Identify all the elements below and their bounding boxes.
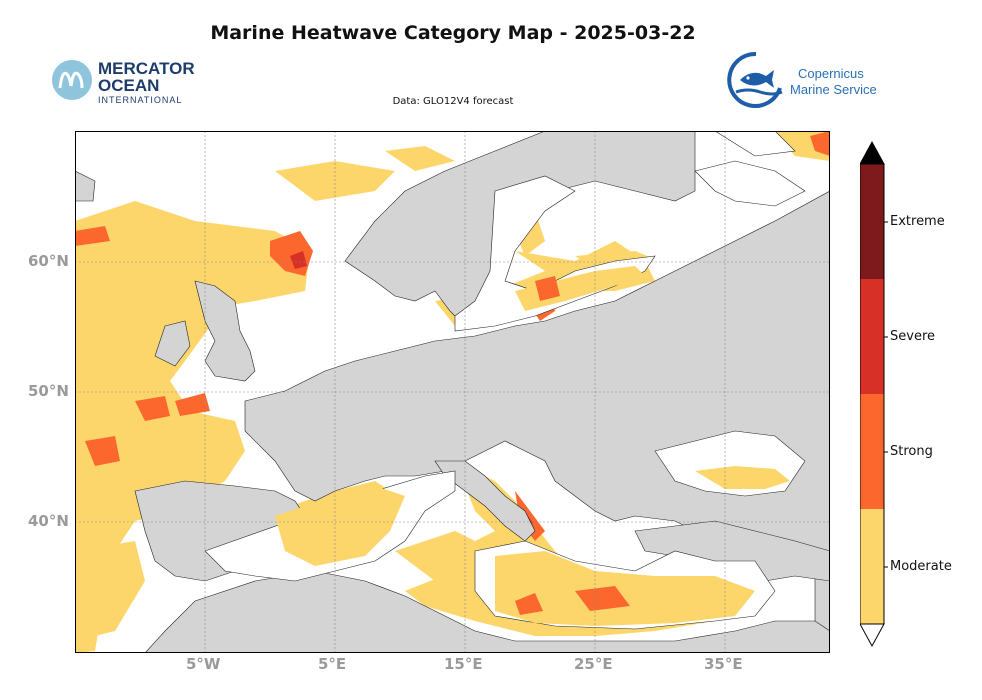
mercator-m-icon: [52, 60, 92, 100]
mercator-line1: MERCATOR: [98, 59, 195, 78]
colorbar-over-triangle: [859, 140, 885, 165]
map-title: Marine Heatwave Category Map - 2025-03-2…: [210, 22, 696, 44]
colorbar-severe: [860, 279, 884, 394]
heatwave-map: [74, 130, 831, 654]
colorbar-label-strong: Strong: [890, 444, 933, 459]
colorbar-moderate: [860, 509, 884, 624]
colorbar-label-moderate: Moderate: [890, 559, 952, 574]
lat-label-40n: 40°N: [28, 512, 69, 530]
map-frame: [75, 131, 830, 653]
copernicus-line1: Copernicus: [798, 66, 864, 81]
colorbar-label-extreme: Extreme: [890, 214, 945, 229]
mercator-ocean-logo: MERCATOR OCEAN INTERNATIONAL: [50, 56, 210, 106]
lat-label-50n: 50°N: [28, 382, 69, 400]
colorbar-under-triangle: [859, 623, 885, 648]
map-gridlines: [75, 131, 830, 653]
land-masses: [74, 130, 831, 654]
colorbar-label-severe: Severe: [890, 329, 935, 344]
copernicus-line2: Marine Service: [790, 82, 877, 97]
heatwave-overlay-med: [275, 266, 790, 626]
mercator-line2: OCEAN: [98, 76, 159, 95]
copernicus-marine-logo: Copernicus Marine Service: [726, 50, 886, 110]
lon-label-5w: 5°W: [186, 655, 221, 673]
colorbar-extreme: [860, 164, 884, 279]
lon-label-25e: 25°E: [574, 655, 613, 673]
lat-label-60n: 60°N: [28, 252, 69, 270]
category-colorbar: [859, 140, 890, 650]
fish-circle-icon: [727, 51, 783, 108]
colorbar-strong: [860, 394, 884, 509]
lon-label-35e: 35°E: [704, 655, 743, 673]
lon-label-5e: 5°E: [318, 655, 347, 673]
mercator-line3: INTERNATIONAL: [98, 95, 182, 105]
data-source-caption: Data: GLO12V4 forecast: [392, 96, 514, 107]
lon-label-15e: 15°E: [444, 655, 483, 673]
